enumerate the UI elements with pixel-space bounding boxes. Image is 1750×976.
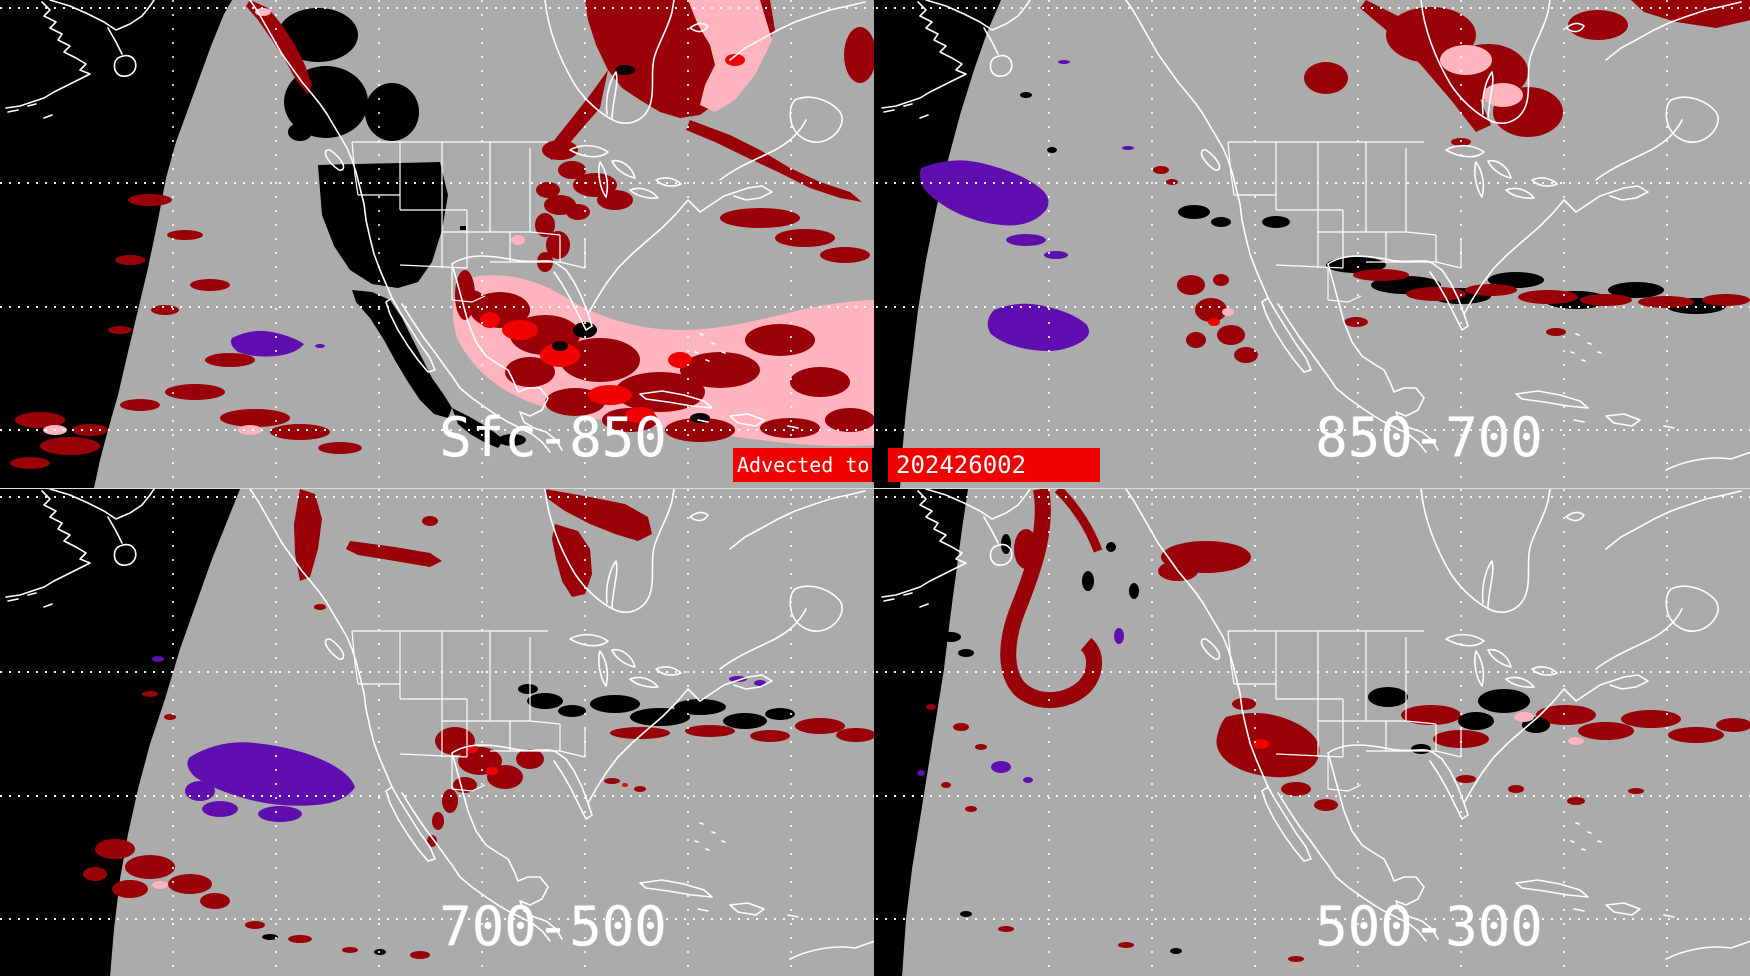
map-700-500 [0, 489, 874, 976]
panel-700-500: 700-500 [0, 489, 874, 976]
bottom-row: 700-500 500-300 [0, 488, 1750, 976]
layer-label-700-500: 700-500 [439, 895, 667, 958]
layer-label-sfc-850: Sfc-850 [439, 406, 667, 469]
top-row: Sfc-850 850-700 [0, 0, 1750, 488]
panel-850-700: 850-700 [874, 0, 1750, 488]
map-850-700 [876, 0, 1750, 488]
layer-label-500-300: 500-300 [1315, 895, 1543, 958]
panel-500-300: 500-300 [874, 489, 1750, 976]
map-sfc-850 [0, 0, 874, 488]
advection-timestamp: 202426002 [888, 448, 1100, 482]
panel-sfc-850: Sfc-850 [0, 0, 874, 488]
layer-label-850-700: 850-700 [1315, 406, 1543, 469]
advection-banner: Advected to 202426002 [733, 448, 1100, 482]
advection-banner-prefix: Advected to [733, 448, 872, 482]
map-500-300 [876, 489, 1750, 976]
banner-divider [872, 448, 888, 482]
